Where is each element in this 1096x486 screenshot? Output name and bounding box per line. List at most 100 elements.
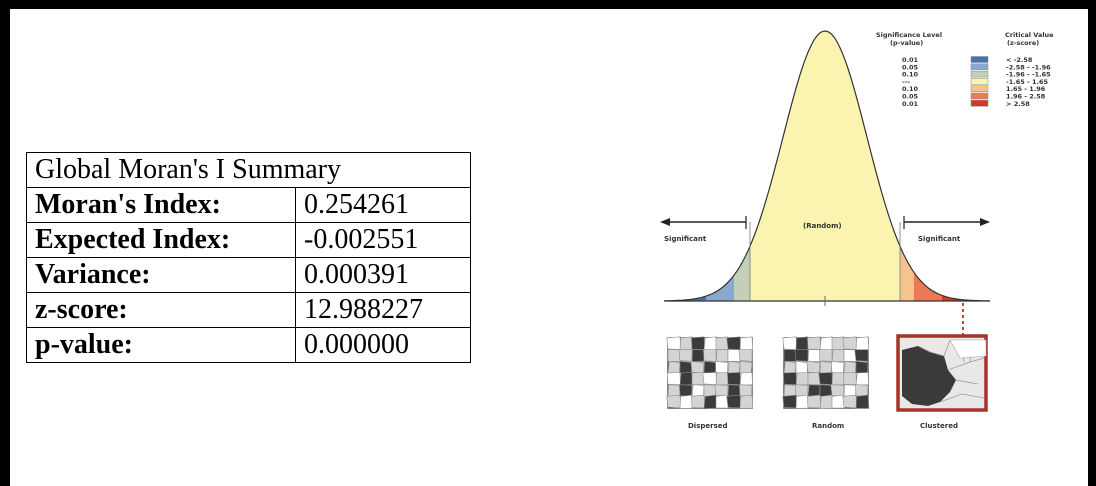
- legend-p-value: 0.01: [902, 56, 919, 64]
- map-cell: [703, 384, 717, 397]
- map-cell: [819, 349, 833, 362]
- map-cell: [783, 384, 797, 398]
- map-cell: [726, 336, 742, 350]
- map-cell: [806, 361, 821, 374]
- map-cell: [667, 361, 681, 375]
- legend-z-score: -2.58 - -1.96: [1006, 63, 1051, 71]
- legend-swatch: [970, 63, 989, 71]
- map-cell: [831, 361, 845, 374]
- map-cell: [855, 336, 870, 351]
- map-cell: [818, 372, 833, 385]
- bell-regions: [664, 31, 988, 301]
- table-row: Moran's Index: 0.254261: [26, 187, 471, 223]
- map-cell: [807, 349, 821, 363]
- table-header-row: Global Moran's I Summary: [26, 152, 471, 188]
- clustered-map: [896, 334, 988, 412]
- table-row: z-score: 12.988227: [26, 292, 471, 328]
- map-cell: [703, 361, 717, 374]
- map-cell: [691, 336, 706, 350]
- legend-p-value: ---: [902, 78, 910, 86]
- row-label: Variance:: [26, 257, 296, 293]
- map-cell: [691, 372, 705, 385]
- map-cell: [855, 361, 869, 374]
- legend-swatch: [970, 85, 989, 92]
- region-p001-low: [664, 31, 706, 301]
- legend-col2-subheader: (z-score): [1007, 39, 1039, 47]
- map-cell: [678, 349, 693, 362]
- legend-p-value: 0.10: [902, 71, 919, 79]
- row-value: -0.002551: [295, 222, 471, 258]
- map-cell: [819, 336, 834, 351]
- row-label: p-value:: [26, 327, 296, 363]
- map-cell: [795, 361, 809, 374]
- map-cell: [667, 384, 681, 398]
- legend-p-value: 0.01: [902, 100, 919, 108]
- legend-swatch: [970, 56, 989, 63]
- dispersed-map: [666, 336, 754, 410]
- map-cell: [703, 336, 718, 351]
- table-row: Variance: 0.000391: [26, 257, 471, 293]
- map-cell: [843, 384, 857, 398]
- map-cell: [727, 361, 741, 375]
- map-cell: [703, 349, 717, 362]
- map-cell: [855, 384, 869, 397]
- cluster-blob: [902, 346, 956, 406]
- map-cell: [690, 361, 705, 374]
- map-cell: [739, 384, 753, 397]
- map-cell: [739, 372, 753, 386]
- legend-z-score: < -2.58: [1006, 56, 1033, 64]
- legend-col1-subheader: (p-value): [890, 39, 923, 47]
- legend-swatch: [970, 100, 989, 107]
- legend-z-score: -1.65 - 1.65: [1006, 78, 1048, 86]
- map-cell: [794, 349, 809, 362]
- map-cell: [830, 384, 845, 397]
- map-cell: [702, 372, 717, 385]
- map-cell: [679, 361, 693, 374]
- map-cell: [715, 361, 729, 374]
- map-cell: [795, 384, 809, 397]
- map-cell: [782, 336, 798, 350]
- map-cell: [679, 336, 694, 351]
- region-p005-low: [706, 31, 734, 301]
- table-row: Expected Index: -0.002551: [26, 222, 471, 258]
- legend-z-score: 1.65 - 1.96: [1006, 85, 1046, 93]
- map-cell: [727, 372, 741, 385]
- map-cell: [715, 349, 729, 363]
- morans-summary-table: Global Moran's I Summary Moran's Index: …: [26, 152, 471, 363]
- map-cell: [738, 349, 753, 362]
- legend-swatch: [970, 70, 989, 78]
- row-label: Moran's Index:: [26, 187, 296, 223]
- map-cell: [831, 372, 845, 386]
- map-cell: [843, 349, 857, 362]
- map-cell: [739, 394, 754, 409]
- row-label: Expected Index:: [26, 222, 296, 258]
- clustered-label: Clustered: [920, 422, 958, 430]
- significant-right-label: Significant: [918, 235, 961, 243]
- map-cell: [666, 336, 682, 350]
- map-cell: [854, 349, 869, 362]
- map-cell: [855, 372, 869, 386]
- map-cell: [667, 349, 681, 362]
- map-cell: [667, 372, 681, 385]
- row-value: 12.988227: [295, 292, 471, 328]
- random-label: (Random): [803, 222, 842, 230]
- map-cell: [715, 372, 729, 386]
- map-cell: [807, 394, 822, 409]
- map-cell: [819, 361, 833, 374]
- legend-z-score: 1.96 - 2.58: [1006, 93, 1046, 101]
- legend-z-score: > 2.58: [1006, 100, 1030, 108]
- map-cell: [855, 394, 870, 409]
- map-cell: [795, 336, 810, 351]
- random-map: [782, 336, 870, 410]
- map-cell: [831, 349, 845, 363]
- significant-left-label: Significant: [664, 235, 707, 243]
- map-cell: [679, 384, 693, 397]
- left-arrowhead: [660, 218, 670, 226]
- map-cell: [726, 394, 742, 409]
- region-p010-low: [734, 31, 750, 301]
- legend-z-score: -1.96 - -1.65: [1006, 71, 1051, 79]
- map-cell: [795, 372, 809, 386]
- map-cell: [842, 394, 858, 409]
- map-cell: [679, 372, 693, 386]
